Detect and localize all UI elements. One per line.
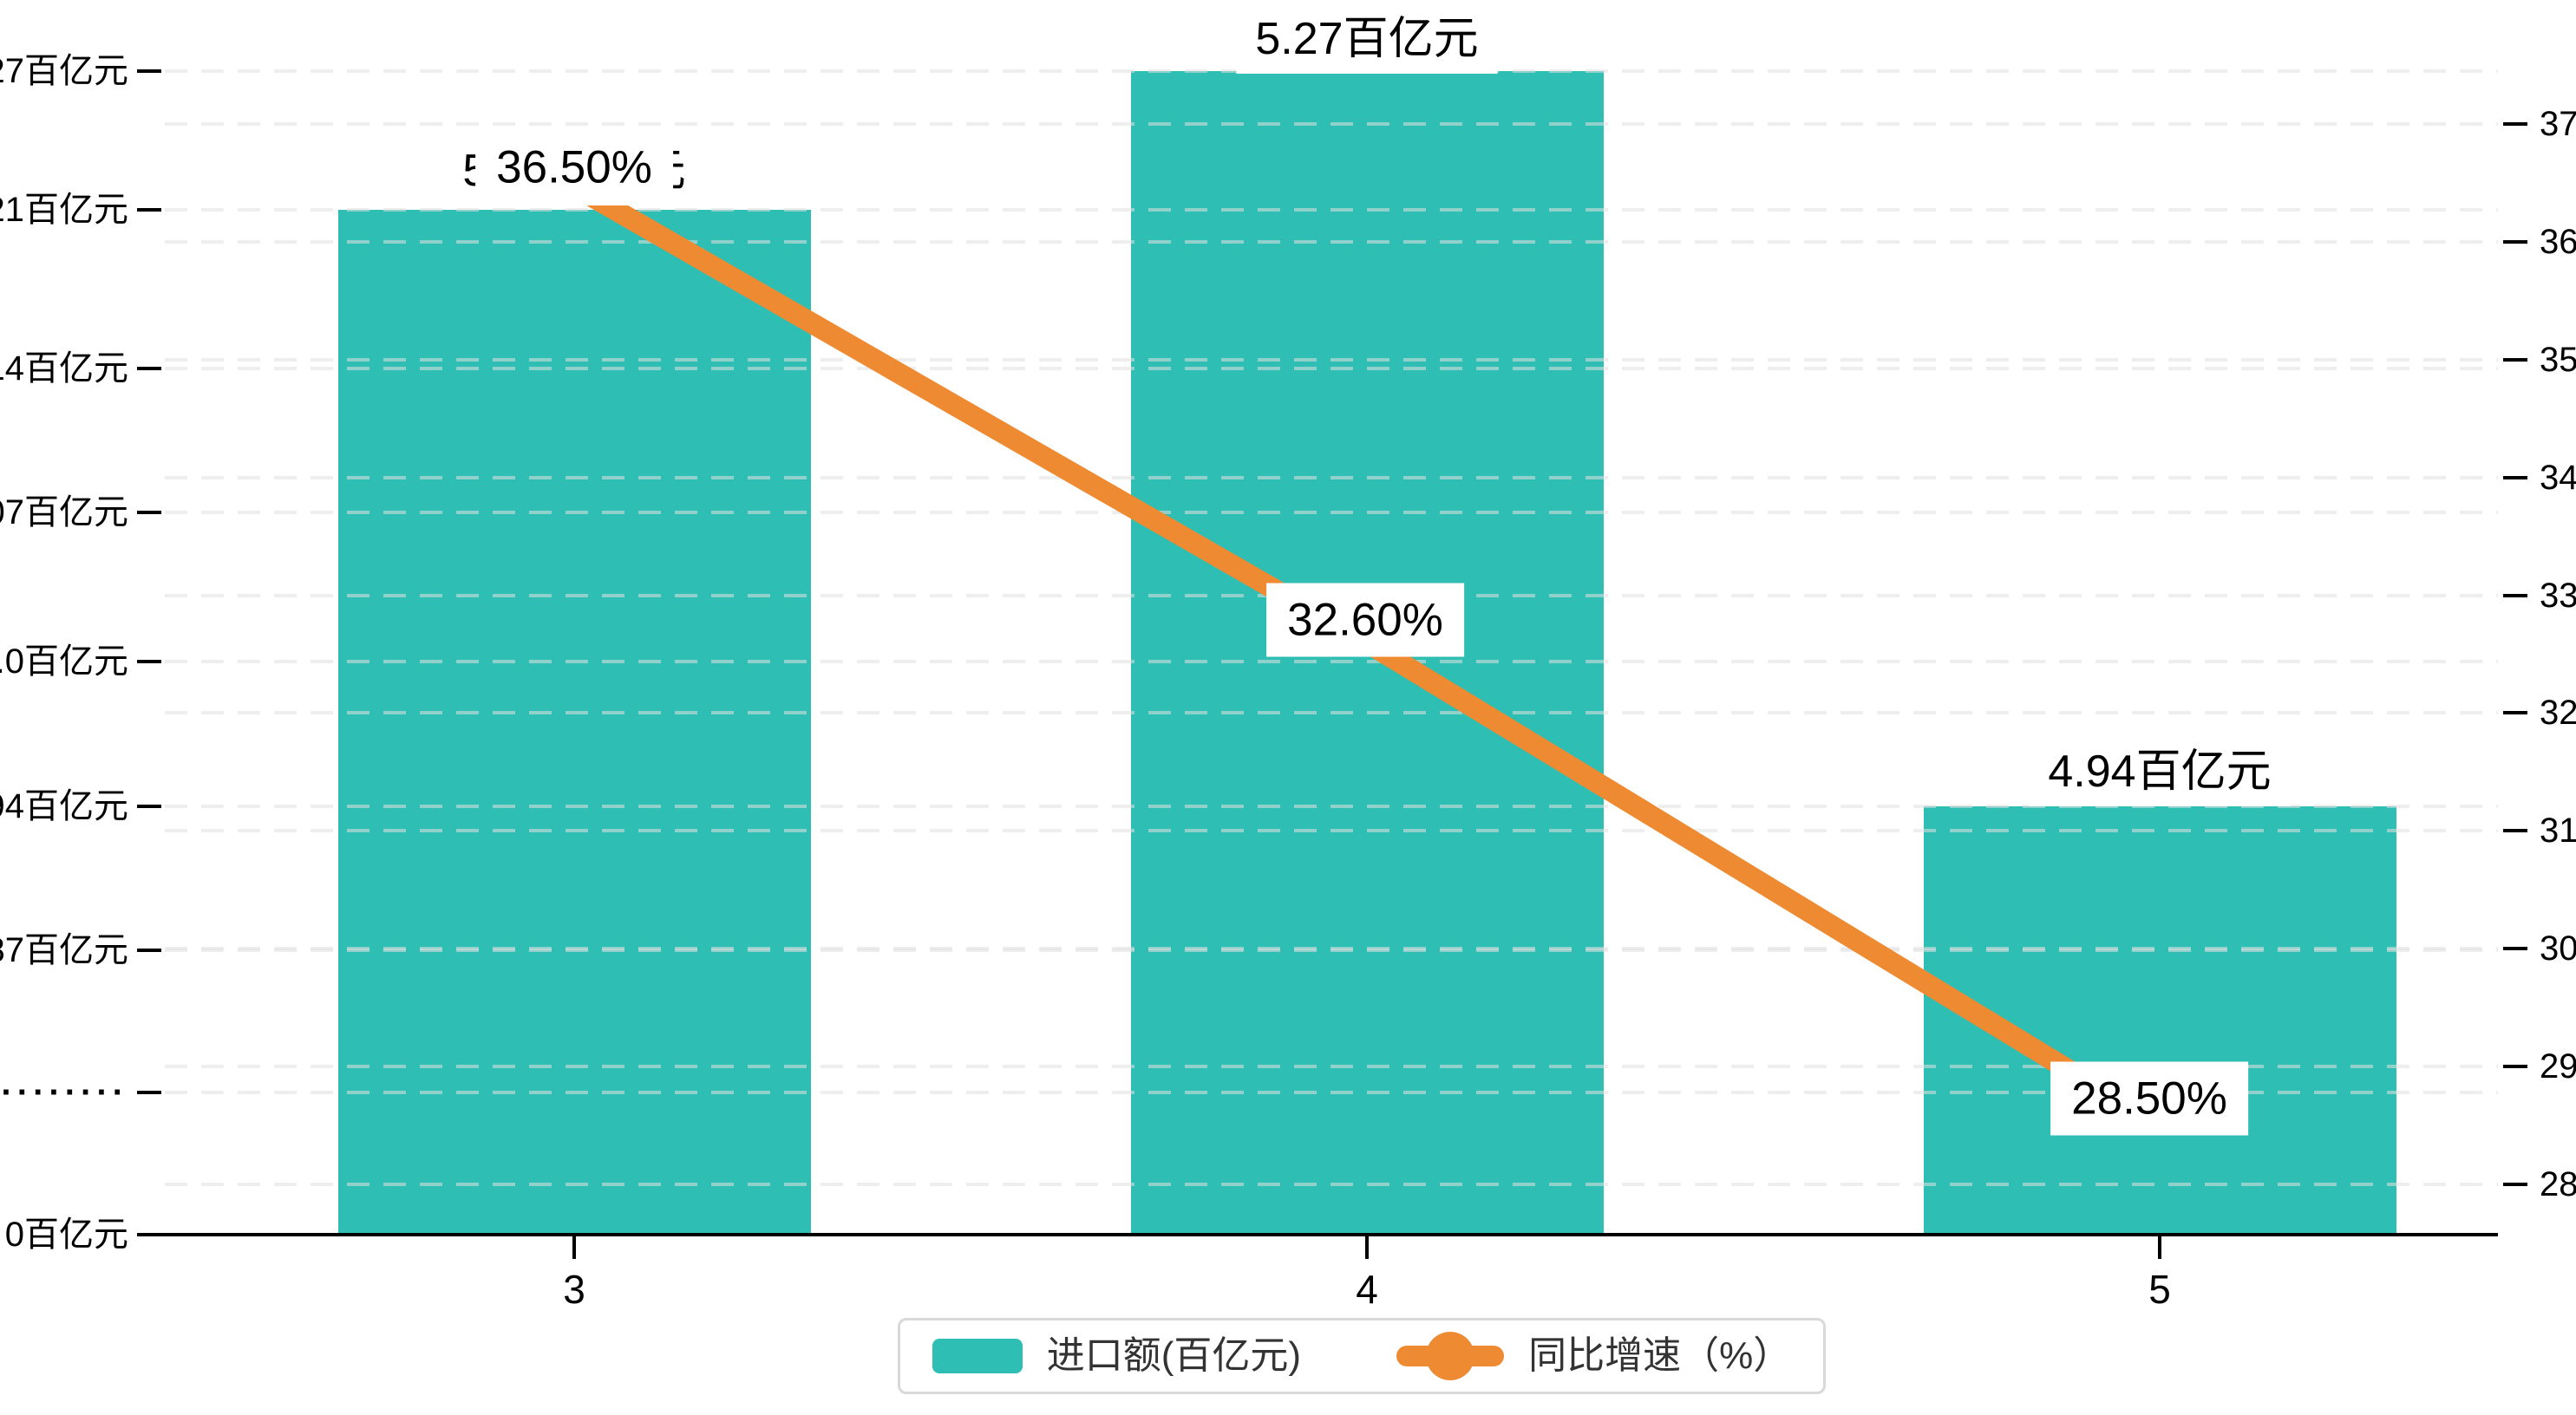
right-axis-label: 36	[2540, 223, 2576, 261]
left-axis-tick	[137, 69, 161, 73]
legend-label-growth: 同比增速（%）	[1528, 1334, 1792, 1377]
left-axis-label: 5.27百亿元	[0, 52, 128, 90]
legend-label-imports: 进口额(百亿元)	[1046, 1334, 1302, 1377]
right-axis-label: 32	[2540, 694, 2576, 732]
x-axis-tick	[572, 1236, 576, 1259]
line-value-label: 28.50%	[2050, 1061, 2248, 1136]
left-axis-tick	[137, 1233, 161, 1236]
right-axis-label: 34	[2540, 459, 2576, 497]
bar-month-5[interactable]	[1923, 806, 2396, 1235]
left-axis-label: 5.0百亿元	[0, 642, 128, 681]
bar-series-swatch-icon	[932, 1339, 1023, 1373]
right-axis-tick	[2503, 829, 2527, 832]
right-axis-label: 31	[2540, 812, 2576, 850]
x-axis-line	[160, 1233, 2498, 1236]
right-axis-label: 35	[2540, 341, 2576, 379]
right-axis-tick	[2503, 358, 2527, 362]
x-axis-label: 4	[1356, 1267, 1378, 1312]
bar-value-label: 4.94百亿元	[2029, 737, 2291, 806]
left-axis-tick	[137, 367, 161, 370]
left-axis-tick	[137, 660, 161, 663]
right-axis-label: 28	[2540, 1165, 2576, 1203]
right-axis-tick	[2503, 1065, 2527, 1068]
x-axis-label: 3	[563, 1267, 585, 1312]
right-axis-tick	[2503, 711, 2527, 714]
line-value-label: 36.50%	[475, 130, 673, 205]
right-axis-label: 33	[2540, 577, 2576, 615]
right-axis-label: 37	[2540, 105, 2576, 143]
bar-month-4[interactable]	[1130, 71, 1604, 1235]
bar-value-label: 5.21百亿元	[443, 136, 705, 205]
left-axis-label: ·········	[0, 1073, 128, 1112]
line-series-marker-icon	[1396, 1332, 1505, 1380]
bar-value-label: 5.27百亿元	[1236, 4, 1498, 74]
right-axis-label: 30	[2540, 929, 2576, 968]
legend-item-growth[interactable]: 同比增速（%）	[1396, 1332, 1792, 1380]
right-axis-tick	[2503, 122, 2527, 126]
left-axis-label: 0百亿元	[4, 1216, 128, 1254]
x-axis-tick	[1365, 1236, 1369, 1259]
left-axis-label: 5.07百亿元	[0, 493, 128, 531]
x-axis-tick	[2158, 1236, 2161, 1259]
left-axis-tick	[137, 805, 161, 808]
left-axis-label: 5.21百亿元	[0, 191, 128, 229]
growth-rate-line[interactable]	[569, 177, 2166, 1135]
left-axis-tick	[137, 208, 161, 212]
left-axis-tick	[137, 949, 161, 952]
left-axis-tick	[137, 511, 161, 514]
right-axis-tick	[2503, 240, 2527, 244]
left-axis-tick	[137, 1091, 161, 1094]
bar-month-3[interactable]	[337, 210, 811, 1235]
right-axis-tick	[2503, 947, 2527, 950]
right-axis-tick	[2503, 476, 2527, 479]
legend: 进口额(百亿元) 同比增速（%）	[898, 1318, 1826, 1394]
line-value-label: 32.60%	[1266, 583, 1464, 657]
right-axis-label: 29	[2540, 1047, 2576, 1086]
left-axis-label: 4.94百亿元	[0, 787, 128, 825]
left-axis-label: 5.14百亿元	[0, 349, 128, 388]
legend-item-imports[interactable]: 进口额(百亿元)	[932, 1337, 1301, 1375]
left-axis-label: 4.87百亿元	[0, 931, 128, 969]
x-axis-label: 5	[2148, 1267, 2171, 1312]
right-axis-tick	[2503, 594, 2527, 597]
right-axis-tick	[2503, 1183, 2527, 1186]
